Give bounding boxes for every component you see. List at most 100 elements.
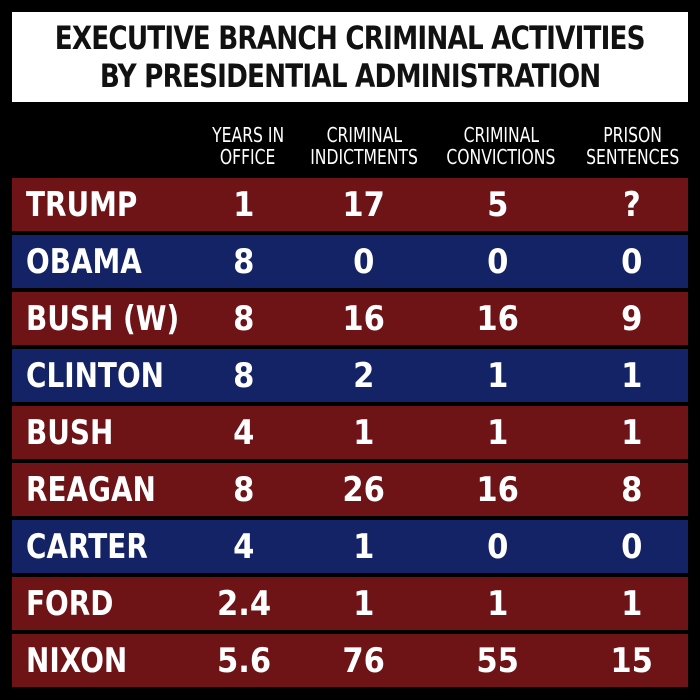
value-cell: 0 [309, 235, 419, 288]
value-label: 1 [621, 583, 643, 624]
value-label: 1 [233, 184, 255, 225]
value-cell: 1 [577, 349, 687, 402]
row-name: NIXON [26, 640, 128, 681]
row-name-cell: CARTER [26, 520, 175, 573]
value-label: 0 [621, 526, 643, 567]
value-label: 0 [621, 241, 643, 282]
table-row: FORD 2.4 1 1 1 [12, 577, 688, 630]
value-label: 0 [353, 241, 375, 282]
value-cell: 16 [309, 292, 419, 345]
value-label: 1 [353, 412, 375, 453]
value-cell: 0 [443, 235, 553, 288]
value-label: 1 [353, 583, 375, 624]
value-cell: 1 [577, 577, 687, 630]
row-name: TRUMP [26, 184, 138, 225]
value-cell: 55 [443, 634, 553, 687]
row-name: REAGAN [26, 469, 156, 510]
value-label: 55 [476, 640, 520, 681]
row-name-cell: CLINTON [26, 349, 194, 402]
value-cell: 1 [443, 349, 553, 402]
row-name: FORD [26, 583, 114, 624]
value-cell: 76 [309, 634, 419, 687]
value-label: 5.6 [216, 640, 272, 681]
value-cell: 2 [309, 349, 419, 402]
value-cell: 8 [577, 463, 687, 516]
title-banner: EXECUTIVE BRANCH CRIMINAL ACTIVITIES BY … [12, 12, 688, 102]
value-cell: 1 [309, 406, 419, 459]
data-table: TRUMP 1 17 5? OBAMA 8 0 0 0 BUSH (W) 8 16 16 9 CLINTON… [12, 178, 688, 691]
value-label: 1 [487, 355, 509, 396]
value-label: 76 [342, 640, 386, 681]
row-name: BUSH [26, 412, 114, 453]
value-cell: 8 [189, 235, 299, 288]
value-label: 1 [353, 526, 375, 567]
row-name-cell: NIXON [26, 634, 149, 687]
value-cell: 0 [443, 520, 553, 573]
row-name-cell: TRUMP [26, 178, 162, 231]
value-cell: 16 [443, 292, 553, 345]
value-label: 16 [476, 469, 520, 510]
value-cell: 1 [443, 406, 553, 459]
value-cell: 1 [443, 577, 553, 630]
column-header-line: PRISON [603, 123, 663, 147]
value-label: 2 [353, 355, 375, 396]
value-cell: 16 [443, 463, 553, 516]
row-name-cell: FORD [26, 577, 133, 630]
value-cell: 1 [577, 406, 687, 459]
value-label: 17 [342, 184, 386, 225]
value-label: 1 [487, 412, 509, 453]
table-row: CARTER 4 1 0 0 [12, 520, 688, 573]
value-cell: 8 [189, 292, 299, 345]
row-name: CARTER [26, 526, 148, 567]
value-label: 4 [233, 526, 255, 567]
column-header-line: CRIMINAL [326, 123, 402, 147]
row-name-cell: REAGAN [26, 463, 184, 516]
value-cell: 26 [309, 463, 419, 516]
value-label: 8 [621, 469, 643, 510]
value-label: 16 [476, 298, 520, 339]
value-cell: 4 [189, 406, 299, 459]
value-label: ? [623, 184, 641, 225]
column-header-line: OFFICE [220, 145, 276, 169]
table-row: BUSH (W) 8 16 16 9 [12, 292, 688, 345]
column-header-line: CONVICTIONS [446, 145, 556, 169]
value-label: 1 [621, 412, 643, 453]
value-cell: 2.4 [189, 577, 299, 630]
value-cell: 5 [443, 178, 553, 231]
value-label: 15 [610, 640, 654, 681]
table-row: REAGAN 8 26 16 8 [12, 463, 688, 516]
value-cell: ? [577, 178, 687, 231]
value-label: 8 [233, 241, 255, 282]
value-label: 26 [342, 469, 386, 510]
value-label: 0 [487, 241, 509, 282]
value-cell: 1 [309, 577, 419, 630]
column-header-line: SENTENCES [586, 145, 680, 169]
value-cell: 15 [577, 634, 687, 687]
value-label: 4 [233, 412, 255, 453]
value-label: 1 [621, 355, 643, 396]
row-name: OBAMA [26, 241, 142, 282]
value-label: 16 [342, 298, 386, 339]
value-label: 8 [233, 355, 255, 396]
column-header-prison-sentences: PRISON SENTENCES [574, 120, 692, 172]
value-cell: 1 [189, 178, 299, 231]
value-cell: 4 [189, 520, 299, 573]
value-cell: 1 [309, 520, 419, 573]
value-label: 8 [233, 298, 255, 339]
table-row: TRUMP 1 17 5? [12, 178, 688, 231]
column-header-line: INDICTMENTS [310, 145, 418, 169]
value-cell: 17 [309, 178, 419, 231]
column-header-line: YEARS IN [211, 123, 285, 147]
value-cell: 5.6 [189, 634, 299, 687]
column-header-criminal-convictions: CRIMINAL CONVICTIONS [438, 120, 564, 172]
value-label: 5 [487, 184, 509, 225]
value-label: 1 [487, 583, 509, 624]
table-row: CLINTON 8 2 1 1 [12, 349, 688, 402]
row-name-cell: OBAMA [26, 235, 167, 288]
column-header-line: CRIMINAL [463, 123, 539, 147]
title-line-1: EXECUTIVE BRANCH CRIMINAL ACTIVITIES [55, 19, 646, 57]
value-cell: 0 [577, 235, 687, 288]
value-label: 9 [621, 298, 643, 339]
value-cell: 8 [189, 349, 299, 402]
column-header-years-in-office: YEARS IN OFFICE [190, 120, 306, 172]
